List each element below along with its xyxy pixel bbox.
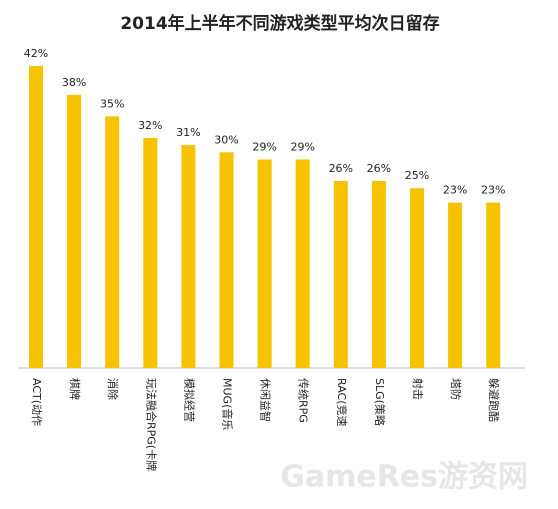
bar — [219, 152, 234, 368]
bar — [448, 202, 463, 368]
x-tick-label: 玩法融合RPG(卡牌 — [144, 378, 158, 471]
value-label: 42% — [24, 47, 48, 60]
x-tick-label: SLG(策略 — [373, 378, 387, 426]
x-tick-label: MUG(音乐 — [221, 378, 235, 430]
value-label: 25% — [405, 169, 429, 182]
value-label: 31% — [176, 126, 200, 139]
value-label: 26% — [367, 162, 391, 175]
value-label: 38% — [62, 76, 86, 89]
bar — [67, 94, 82, 368]
bar — [486, 202, 501, 368]
x-tick-label: 消除 — [106, 378, 120, 400]
bar — [257, 159, 272, 368]
bar — [143, 137, 158, 368]
bar — [410, 188, 424, 368]
bar — [333, 181, 348, 368]
watermark: GameRes游资网 — [280, 460, 528, 495]
bar — [105, 116, 120, 368]
bar — [295, 159, 310, 368]
value-label: 26% — [329, 162, 353, 175]
bar — [181, 145, 196, 368]
x-tick-label: 棋牌 — [68, 378, 82, 400]
bar — [29, 66, 43, 368]
x-tick-label: 躲避跑酷 — [487, 378, 501, 422]
x-tick-label: ACT(动作 — [30, 378, 43, 426]
x-tick-label: 传统RPG — [297, 378, 310, 423]
x-tick-label: 模拟经营 — [182, 378, 196, 422]
value-label: 30% — [214, 133, 238, 146]
x-tick-label: RAC(竞速 — [335, 378, 349, 427]
x-tick-label: 休闲益智 — [259, 378, 273, 422]
value-label: 32% — [138, 119, 162, 132]
value-label: 29% — [290, 140, 314, 153]
x-tick-label: 塔防 — [449, 378, 463, 400]
x-tick-label: 射击 — [411, 378, 425, 400]
bar — [371, 181, 386, 368]
chart-title: 2014年上半年不同游戏类型平均次日留存 — [120, 13, 439, 34]
value-label: 35% — [100, 97, 124, 110]
value-label: 23% — [443, 184, 467, 197]
value-label: 29% — [252, 140, 276, 153]
value-label: 23% — [481, 184, 505, 197]
